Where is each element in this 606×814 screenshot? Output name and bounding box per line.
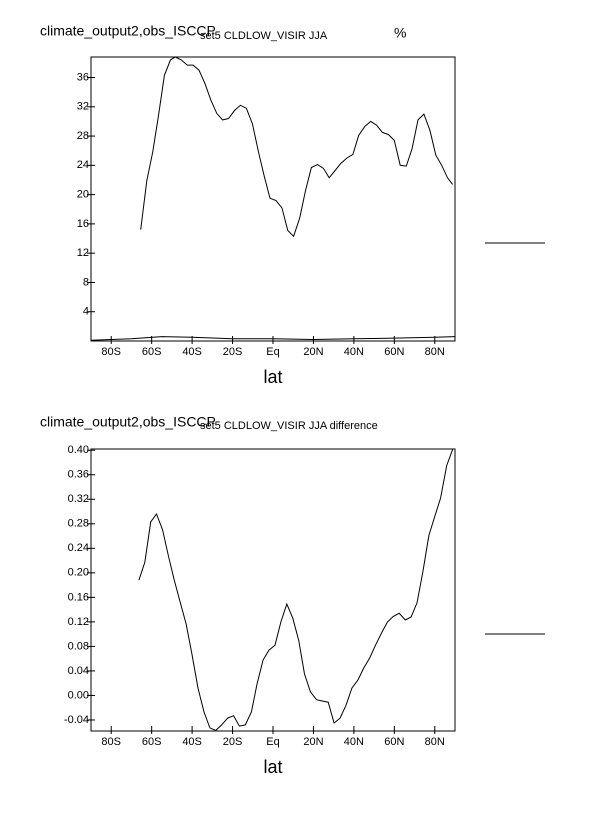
x-tick-label: Eq: [266, 346, 279, 358]
x-tick-label: 20S: [223, 346, 243, 358]
y-tick-label: 8: [83, 276, 89, 288]
x-tick-label: 60S: [142, 346, 162, 358]
y-tick-label: 0.28: [68, 518, 89, 530]
y-tick-label: 0.12: [68, 616, 89, 628]
x-tick-label: 40N: [344, 736, 364, 748]
y-tick-label: 24: [77, 159, 89, 171]
x-tick-label: 80N: [425, 346, 445, 358]
x-tick-label: 40N: [344, 346, 364, 358]
chart-title: climate_output2,obs_ISCCP: [40, 414, 216, 430]
x-tick-label: 80S: [101, 736, 121, 748]
y-tick-label: 0.24: [68, 542, 89, 554]
x-axis-label: lat: [263, 367, 282, 387]
x-tick-label: 60S: [142, 736, 162, 748]
y-tick-label: -0.04: [64, 714, 89, 726]
x-tick-label: 40S: [182, 736, 202, 748]
y-tick-label: 32: [77, 101, 89, 113]
y-tick-label: 20: [77, 189, 89, 201]
y-tick-label: 28: [77, 130, 89, 142]
units: %: [394, 25, 406, 41]
data-line: [140, 56, 453, 238]
x-tick-label: Eq: [266, 736, 279, 748]
y-tick-label: 16: [77, 218, 89, 230]
x-tick-label: 80S: [101, 346, 121, 358]
data-line: [138, 449, 454, 731]
data-line: [90, 336, 456, 341]
y-tick-label: 12: [77, 247, 89, 259]
chart-subtitle: set5 CLDLOW_VISIR JJA: [200, 30, 328, 42]
plot-frame: [90, 448, 456, 732]
x-tick-label: 20S: [223, 736, 243, 748]
x-tick-label: 60N: [384, 736, 404, 748]
y-tick-label: 0.20: [68, 567, 89, 579]
y-tick-label: 0.00: [68, 689, 89, 701]
y-tick-label: 0.04: [68, 665, 89, 677]
x-axis-label: lat: [263, 757, 282, 777]
x-tick-label: 80N: [425, 736, 445, 748]
y-tick-label: 0.40: [68, 444, 89, 456]
y-tick-label: 0.08: [68, 640, 89, 652]
x-tick-label: 60N: [384, 346, 404, 358]
chart-title: climate_output2,obs_ISCCP: [40, 23, 216, 39]
x-tick-label: 20N: [303, 736, 323, 748]
x-tick-label: 20N: [303, 346, 323, 358]
y-tick-label: 0.36: [68, 469, 89, 481]
y-tick-label: 36: [77, 71, 89, 83]
x-tick-label: 40S: [182, 346, 202, 358]
chart-subtitle: set5 CLDLOW_VISIR JJA difference: [200, 420, 378, 432]
y-tick-label: 0.32: [68, 493, 89, 505]
y-tick-label: 0.16: [68, 591, 89, 603]
y-tick-label: 4: [83, 306, 89, 318]
